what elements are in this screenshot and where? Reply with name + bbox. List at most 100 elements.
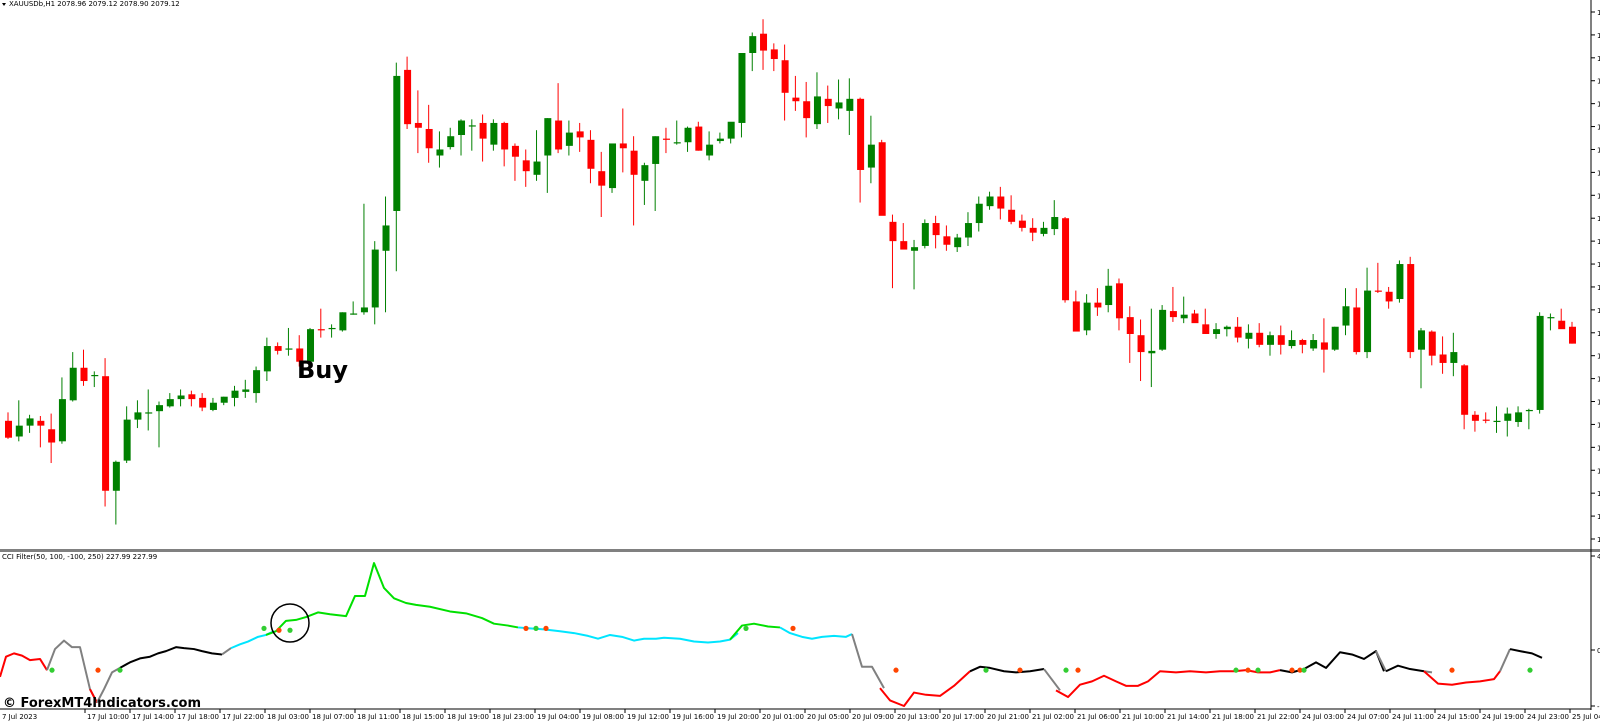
cci-signal-dot	[117, 667, 123, 673]
cci-line-segment	[729, 622, 781, 641]
bear-candle-body	[1320, 342, 1328, 350]
bull-candle-body	[738, 53, 746, 123]
bull-candle-body	[156, 405, 164, 412]
bear-candle-body	[1374, 290, 1382, 292]
time-tick-label: 7 Jul 2023	[2, 713, 37, 721]
price-tick-label: 1973.3	[1597, 192, 1600, 200]
price-tick-label: 1948.6	[1597, 490, 1600, 498]
bear-candle-body	[770, 49, 778, 60]
time-tick-label: 19 Jul 16:00	[672, 713, 714, 721]
bull-candle-body	[69, 367, 77, 401]
bull-candle-body	[1266, 335, 1274, 345]
bear-candle-body	[857, 98, 865, 170]
bear-candle-body	[1137, 335, 1145, 353]
bull-candle-body	[954, 237, 962, 248]
cci-signal-dot	[1255, 667, 1261, 673]
price-tick-label: 1984.7	[1597, 55, 1600, 63]
price-tick-label: 1952.4	[1597, 444, 1600, 452]
bear-candle-body	[1299, 340, 1307, 345]
cci-line-segment	[1499, 648, 1511, 672]
bull-candle-body	[339, 312, 347, 331]
bull-candle-body	[727, 121, 735, 139]
cci-signal-dot	[533, 625, 539, 631]
bull-candle-body	[986, 196, 994, 207]
cci-signal-dot	[1063, 667, 1069, 673]
bull-candle-body	[1083, 302, 1091, 331]
bull-candle-body	[242, 389, 250, 392]
price-tick-label: 1961.9	[1597, 330, 1600, 338]
bear-candle-body	[1094, 302, 1102, 308]
bull-candle-body	[749, 36, 757, 54]
bull-candle-body	[220, 396, 228, 403]
time-tick-label: 20 Jul 05:00	[807, 713, 849, 721]
bear-candle-body	[824, 98, 832, 107]
bear-candle-body	[695, 126, 703, 151]
time-tick-label: 24 Jul 19:00	[1482, 713, 1524, 721]
bear-candle-body	[781, 60, 789, 93]
bull-candle-body	[26, 418, 34, 426]
price-tick-label: 1969.5	[1597, 238, 1600, 246]
bear-candle-body	[555, 120, 563, 150]
time-tick-label: 21 Jul 14:00	[1167, 713, 1209, 721]
bull-candle-body	[1245, 332, 1253, 339]
cci-signal-dot	[49, 667, 55, 673]
bull-candle-body	[975, 203, 983, 224]
cci-line-segment	[851, 633, 885, 689]
time-tick-label: 18 Jul 23:00	[492, 713, 534, 721]
time-tick-label: 17 Jul 18:00	[177, 713, 219, 721]
price-tick-label: 1986.6	[1597, 32, 1600, 40]
bull-candle-body	[263, 346, 271, 372]
cci-line-segment	[1279, 650, 1385, 674]
time-tick-label: 20 Jul 01:00	[762, 713, 804, 721]
bull-candle-body	[307, 329, 315, 362]
pane-separator[interactable]	[0, 549, 1600, 552]
cci-signal-dot	[893, 667, 899, 673]
bull-candle-body	[112, 461, 120, 491]
bear-candle-body	[878, 142, 886, 216]
cci-signal-dot	[1527, 667, 1533, 673]
bull-candle-body	[565, 132, 573, 146]
time-tick-label: 19 Jul 12:00	[627, 713, 669, 721]
price-tick-label: 1979.0	[1597, 124, 1600, 132]
time-tick-label: 18 Jul 07:00	[312, 713, 354, 721]
buy-annotation: Buy	[297, 356, 348, 384]
cci-signal-dot	[523, 625, 529, 631]
bull-candle-body	[382, 225, 390, 251]
bull-candle-body	[813, 96, 821, 125]
bear-candle-body	[274, 346, 282, 351]
bull-candle-body	[652, 136, 660, 164]
watermark-text: © ForexMT4Indicators.com	[3, 696, 201, 711]
bull-candle-body	[1180, 314, 1188, 319]
bull-candle-body	[1310, 340, 1318, 349]
bull-candle-body	[673, 142, 681, 144]
cci-line-segment	[879, 670, 971, 707]
cci-line-segment	[517, 626, 739, 644]
bull-candle-body	[835, 102, 843, 109]
bear-candle-body	[889, 221, 897, 242]
time-tick-label: 24 Jul 15:00	[1437, 713, 1479, 721]
bull-candle-body	[1331, 326, 1339, 350]
menu-triangle-icon[interactable]	[2, 3, 6, 6]
cci-signal-dot	[543, 625, 549, 631]
bull-candle-body	[393, 75, 401, 211]
bear-candle-body	[598, 171, 606, 186]
indicator-axis: 468.79 0.00 -283.66	[1591, 553, 1600, 711]
cci-line-segment	[1043, 668, 1061, 691]
bull-candle-body	[166, 399, 174, 407]
bear-candle-body	[511, 145, 519, 157]
bear-candle-body	[1385, 291, 1393, 302]
bull-candle-body	[177, 395, 185, 400]
bull-candle-body	[1450, 352, 1458, 363]
price-tick-label: 1963.8	[1597, 307, 1600, 315]
bull-candle-body	[253, 370, 261, 394]
cci-signal-dots	[49, 625, 1533, 673]
indicator-tick-label: 0.00	[1597, 647, 1600, 655]
cci-signal-dot	[1289, 667, 1295, 673]
time-tick-label: 19 Jul 08:00	[582, 713, 624, 721]
time-tick-label: 18 Jul 19:00	[447, 713, 489, 721]
cci-line-segment	[265, 562, 519, 636]
price-tick-label: 1971.4	[1597, 215, 1600, 223]
cci-line-segment	[96, 667, 121, 704]
cci-line-segment	[1509, 648, 1543, 659]
